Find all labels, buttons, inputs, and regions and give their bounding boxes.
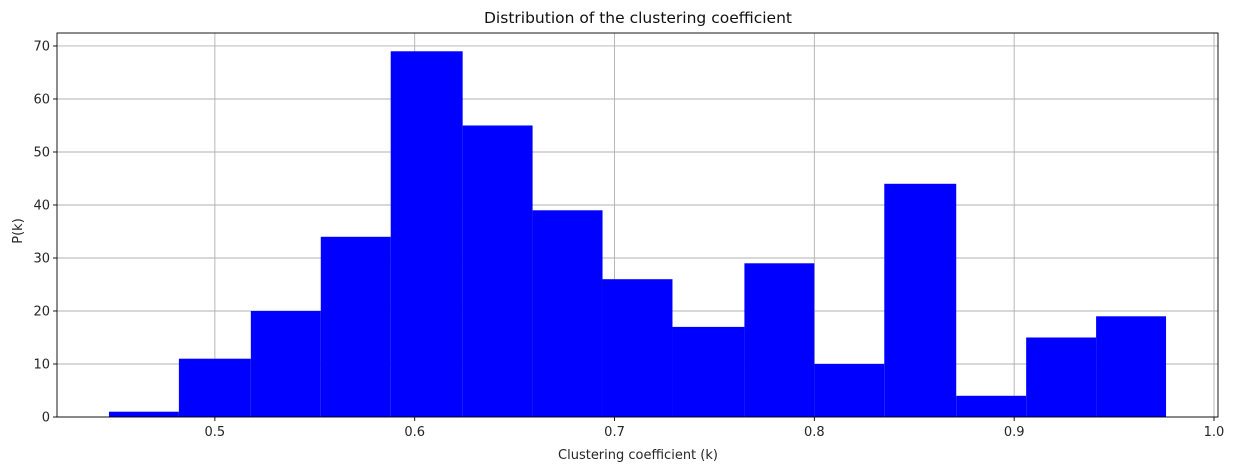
histogram-bars [108, 51, 1167, 418]
plot-frame [56, 32, 1219, 418]
x-tick-label: 1.0 [1204, 425, 1225, 440]
histogram-bar [672, 326, 745, 417]
y-tick-label: 50 [33, 145, 50, 160]
histogram-bar [178, 358, 251, 417]
x-tick-label: 0.9 [1004, 425, 1025, 440]
y-tick-label: 40 [33, 198, 50, 213]
x-tick-label: 0.5 [205, 425, 226, 440]
tick-labels: 0 10 20 30 40 50 60 70 0.5 0.6 0.7 0.8 0.9 1.0 [33, 39, 1224, 440]
histogram-bar [250, 310, 321, 417]
histogram-bar [532, 210, 603, 417]
y-tick-label: 60 [33, 92, 50, 107]
y-axis-label: P(k) [11, 218, 26, 244]
y-tick-label: 20 [33, 304, 50, 319]
axes [53, 32, 1219, 421]
histogram-bar [108, 411, 179, 417]
x-tick-label: 0.6 [404, 425, 425, 440]
histogram-bar [390, 51, 463, 418]
y-tick-label: 10 [33, 357, 50, 372]
x-tick-label: 0.8 [804, 425, 825, 440]
y-tick-label: 0 [42, 411, 50, 426]
histogram-bar [814, 363, 885, 417]
x-tick-label: 0.7 [604, 425, 625, 440]
x-axis-label: Clustering coefficient (k) [558, 448, 718, 463]
chart-title: Distribution of the clustering coefficie… [484, 9, 792, 27]
histogram-bar [956, 395, 1027, 417]
histogram-bar [884, 183, 957, 417]
histogram-bar [1026, 337, 1097, 417]
grid-lines [57, 33, 1218, 418]
y-tick-label: 30 [33, 251, 50, 266]
histogram-bar [1096, 316, 1167, 417]
histogram-bar [744, 263, 815, 417]
histogram-bar [602, 279, 673, 417]
y-tick-label: 70 [33, 39, 50, 54]
histogram-bar [462, 125, 533, 417]
histogram-bar [320, 236, 391, 417]
